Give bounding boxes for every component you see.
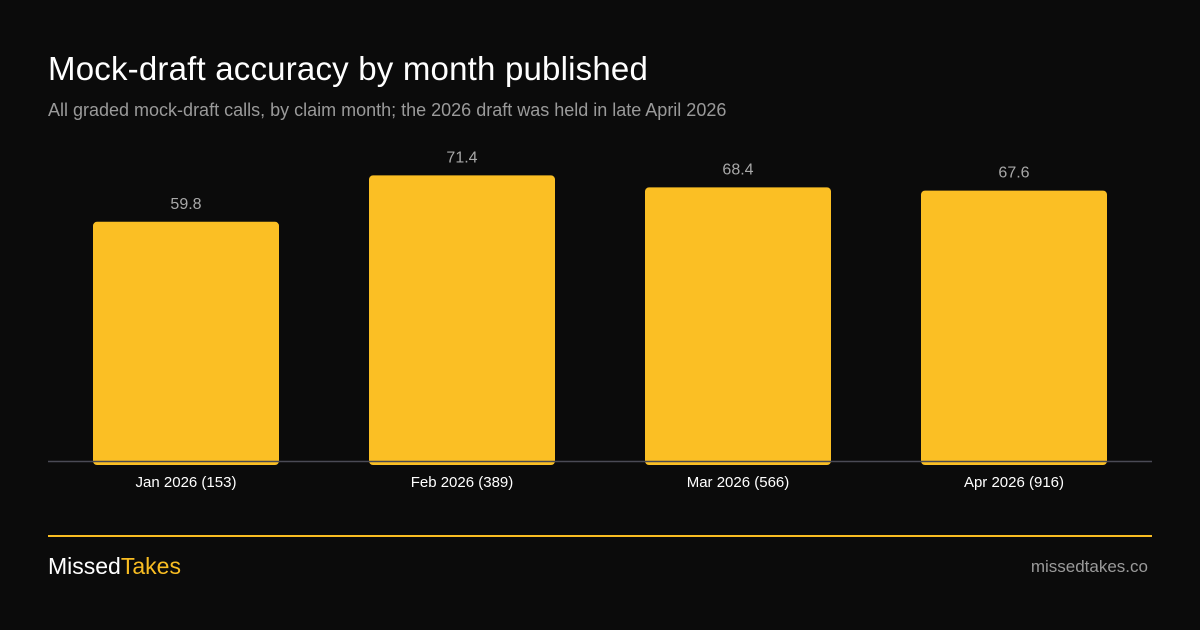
x-tick-label: Jan 2026 (153) <box>136 474 237 491</box>
x-tick-label: Apr 2026 (916) <box>964 474 1064 491</box>
bar-value-label: 59.8 <box>170 196 201 213</box>
page-title: Mock-draft accuracy by month published <box>48 50 649 87</box>
page-subtitle: All graded mock-draft calls, by claim mo… <box>48 100 727 120</box>
bar-3 <box>645 187 831 465</box>
bar-value-label: 67.6 <box>998 165 1029 182</box>
chart-bars <box>93 175 1107 465</box>
bar-chart: 59.8 71.4 68.4 67.6 Jan 2026 (153) Feb 2026 … <box>48 149 1152 491</box>
bar-value-label: 71.4 <box>446 149 477 166</box>
brand-logo: MissedTakes <box>48 553 181 580</box>
bar-1 <box>93 221 279 465</box>
brand-accent: Takes <box>120 553 181 579</box>
footer-divider <box>48 535 1152 537</box>
bar-4 <box>921 190 1107 465</box>
bar-2 <box>369 175 555 465</box>
site-url: missedtakes.co <box>1030 557 1148 576</box>
brand-primary: Missed <box>48 553 121 579</box>
chart-tick-labels: Jan 2026 (153) Feb 2026 (389) Mar 2026 (56… <box>136 474 1064 491</box>
x-tick-label: Feb 2026 (389) <box>411 474 514 491</box>
x-tick-label: Mar 2026 (566) <box>687 474 790 491</box>
chart-value-labels: 59.8 71.4 68.4 67.6 <box>170 149 1029 212</box>
bar-value-label: 68.4 <box>722 161 753 178</box>
